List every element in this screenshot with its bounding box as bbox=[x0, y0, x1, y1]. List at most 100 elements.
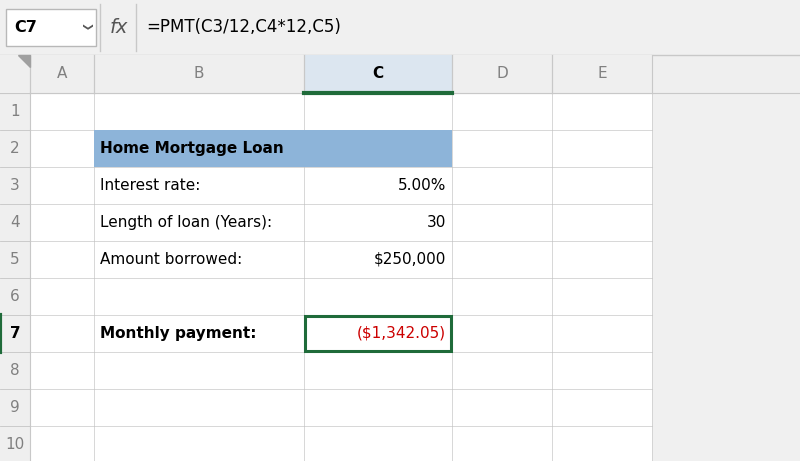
Bar bbox=[304, 93, 452, 130]
Text: =PMT(C3/12,C4*12,C5): =PMT(C3/12,C4*12,C5) bbox=[146, 18, 341, 36]
Bar bbox=[0, 55, 30, 93]
Bar bbox=[552, 130, 652, 167]
Bar bbox=[304, 204, 452, 241]
Text: ❯: ❯ bbox=[81, 24, 91, 31]
Bar bbox=[452, 426, 552, 461]
Bar bbox=[452, 204, 552, 241]
Bar bbox=[0, 426, 30, 461]
Text: 8: 8 bbox=[10, 363, 20, 378]
Bar bbox=[304, 55, 452, 93]
Bar bbox=[452, 241, 552, 278]
Bar bbox=[0, 204, 30, 241]
Bar bbox=[0, 0, 800, 55]
Bar bbox=[452, 315, 552, 352]
Bar bbox=[452, 130, 552, 167]
Bar bbox=[30, 204, 94, 241]
Bar bbox=[30, 389, 94, 426]
Bar bbox=[452, 389, 552, 426]
Bar bbox=[452, 167, 552, 204]
Text: C7: C7 bbox=[14, 20, 37, 35]
Bar bbox=[552, 167, 652, 204]
Bar bbox=[0, 241, 30, 278]
Bar bbox=[94, 93, 304, 130]
Bar bbox=[552, 426, 652, 461]
Text: D: D bbox=[496, 66, 508, 82]
Bar bbox=[94, 204, 304, 241]
Bar bbox=[552, 352, 652, 389]
Text: 9: 9 bbox=[10, 400, 20, 415]
Bar bbox=[30, 278, 94, 315]
Polygon shape bbox=[18, 55, 30, 67]
Text: 3: 3 bbox=[10, 178, 20, 193]
Bar bbox=[94, 130, 452, 167]
Bar bbox=[304, 278, 452, 315]
Bar bbox=[94, 426, 304, 461]
Bar bbox=[0, 352, 30, 389]
Bar bbox=[94, 130, 304, 167]
Bar bbox=[552, 241, 652, 278]
Bar bbox=[94, 278, 304, 315]
Bar bbox=[304, 167, 452, 204]
Text: $250,000: $250,000 bbox=[374, 252, 446, 267]
Bar bbox=[30, 93, 94, 130]
Bar bbox=[30, 130, 94, 167]
Bar bbox=[304, 352, 452, 389]
Bar bbox=[552, 55, 652, 93]
Bar bbox=[552, 93, 652, 130]
Bar bbox=[452, 93, 552, 130]
Text: Length of loan (Years):: Length of loan (Years): bbox=[100, 215, 272, 230]
Bar bbox=[94, 241, 304, 278]
Bar bbox=[94, 389, 304, 426]
Bar bbox=[30, 167, 94, 204]
Text: 4: 4 bbox=[10, 215, 20, 230]
Text: 6: 6 bbox=[10, 289, 20, 304]
Text: 5: 5 bbox=[10, 252, 20, 267]
Text: 7: 7 bbox=[10, 326, 20, 341]
Text: Interest rate:: Interest rate: bbox=[100, 178, 200, 193]
Text: 5.00%: 5.00% bbox=[398, 178, 446, 193]
Text: ($1,342.05): ($1,342.05) bbox=[357, 326, 446, 341]
Bar bbox=[0, 167, 30, 204]
Bar bbox=[94, 315, 304, 352]
Bar bbox=[452, 55, 552, 93]
Text: 30: 30 bbox=[426, 215, 446, 230]
Text: B: B bbox=[194, 66, 204, 82]
Text: E: E bbox=[597, 66, 607, 82]
Bar bbox=[0, 130, 30, 167]
Text: Monthly payment:: Monthly payment: bbox=[100, 326, 257, 341]
Text: 2: 2 bbox=[10, 141, 20, 156]
Text: C: C bbox=[373, 66, 383, 82]
Bar bbox=[304, 389, 452, 426]
Bar bbox=[0, 278, 30, 315]
Bar bbox=[0, 315, 30, 352]
Bar bbox=[552, 389, 652, 426]
Bar bbox=[30, 352, 94, 389]
Bar bbox=[6, 9, 96, 46]
Bar bbox=[552, 204, 652, 241]
Bar bbox=[304, 130, 452, 167]
Bar bbox=[94, 352, 304, 389]
Bar bbox=[552, 315, 652, 352]
Bar bbox=[452, 352, 552, 389]
Bar bbox=[30, 55, 94, 93]
Text: 10: 10 bbox=[6, 437, 25, 452]
Bar bbox=[0, 389, 30, 426]
Bar bbox=[304, 241, 452, 278]
Text: Amount borrowed:: Amount borrowed: bbox=[100, 252, 242, 267]
Text: Home Mortgage Loan: Home Mortgage Loan bbox=[100, 141, 284, 156]
Text: fx: fx bbox=[110, 18, 128, 37]
Bar bbox=[30, 315, 94, 352]
Text: 1: 1 bbox=[10, 104, 20, 119]
Text: A: A bbox=[57, 66, 67, 82]
Bar bbox=[30, 426, 94, 461]
Bar bbox=[0, 93, 30, 130]
Bar bbox=[94, 167, 304, 204]
Bar bbox=[304, 315, 452, 352]
Bar bbox=[305, 316, 451, 351]
Bar bbox=[304, 426, 452, 461]
Bar bbox=[30, 241, 94, 278]
Bar bbox=[552, 278, 652, 315]
Bar bbox=[0, 55, 800, 93]
Bar bbox=[94, 55, 304, 93]
Bar bbox=[452, 278, 552, 315]
